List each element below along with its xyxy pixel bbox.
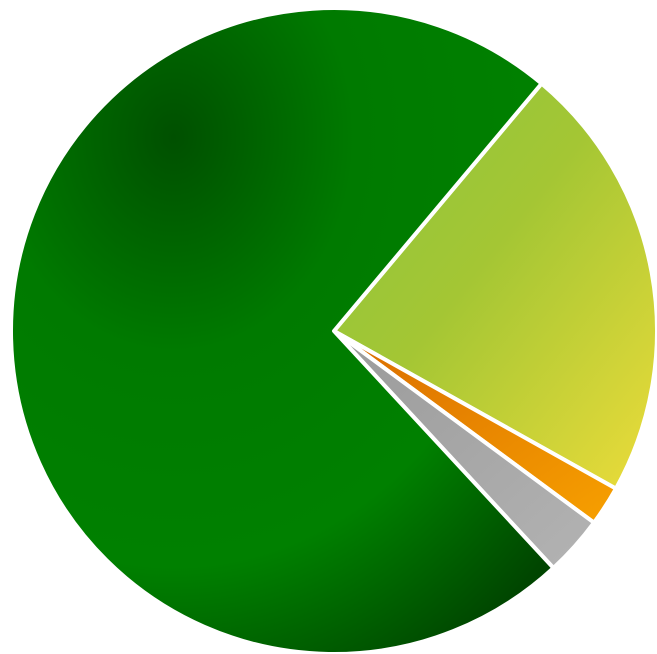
pie-slice-1 [332, 81, 657, 491]
pie-slices [8, 6, 657, 654]
